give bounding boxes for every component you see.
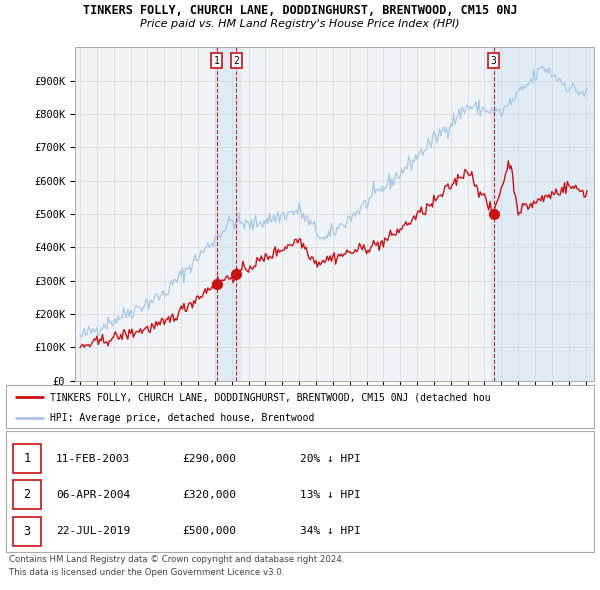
Text: 20% ↓ HPI: 20% ↓ HPI <box>300 454 361 464</box>
FancyBboxPatch shape <box>6 431 594 552</box>
Text: 3: 3 <box>491 55 497 65</box>
Bar <box>215 47 240 381</box>
FancyBboxPatch shape <box>13 444 41 473</box>
Text: 3: 3 <box>23 525 31 537</box>
Text: Price paid vs. HM Land Registry's House Price Index (HPI): Price paid vs. HM Land Registry's House … <box>140 19 460 29</box>
FancyBboxPatch shape <box>13 517 41 546</box>
Text: 13% ↓ HPI: 13% ↓ HPI <box>300 490 361 500</box>
Text: 34% ↓ HPI: 34% ↓ HPI <box>300 526 361 536</box>
Text: 2: 2 <box>233 55 239 65</box>
Bar <box>491 47 594 381</box>
Text: TINKERS FOLLY, CHURCH LANE, DODDINGHURST, BRENTWOOD, CM15 0NJ (detached hou: TINKERS FOLLY, CHURCH LANE, DODDINGHURST… <box>50 392 491 402</box>
Text: 2: 2 <box>23 489 31 502</box>
Text: £500,000: £500,000 <box>182 526 236 536</box>
Text: This data is licensed under the Open Government Licence v3.0.: This data is licensed under the Open Gov… <box>9 568 284 576</box>
FancyBboxPatch shape <box>13 480 41 509</box>
Text: 1: 1 <box>214 55 220 65</box>
Text: Contains HM Land Registry data © Crown copyright and database right 2024.: Contains HM Land Registry data © Crown c… <box>9 555 344 563</box>
Text: £320,000: £320,000 <box>182 490 236 500</box>
Text: 1: 1 <box>23 452 31 465</box>
Text: 11-FEB-2003: 11-FEB-2003 <box>56 454 130 464</box>
Text: HPI: Average price, detached house, Brentwood: HPI: Average price, detached house, Bren… <box>50 414 314 424</box>
Text: 22-JUL-2019: 22-JUL-2019 <box>56 526 130 536</box>
Text: TINKERS FOLLY, CHURCH LANE, DODDINGHURST, BRENTWOOD, CM15 0NJ: TINKERS FOLLY, CHURCH LANE, DODDINGHURST… <box>83 4 517 17</box>
Text: 06-APR-2004: 06-APR-2004 <box>56 490 130 500</box>
FancyBboxPatch shape <box>6 385 594 428</box>
Text: £290,000: £290,000 <box>182 454 236 464</box>
